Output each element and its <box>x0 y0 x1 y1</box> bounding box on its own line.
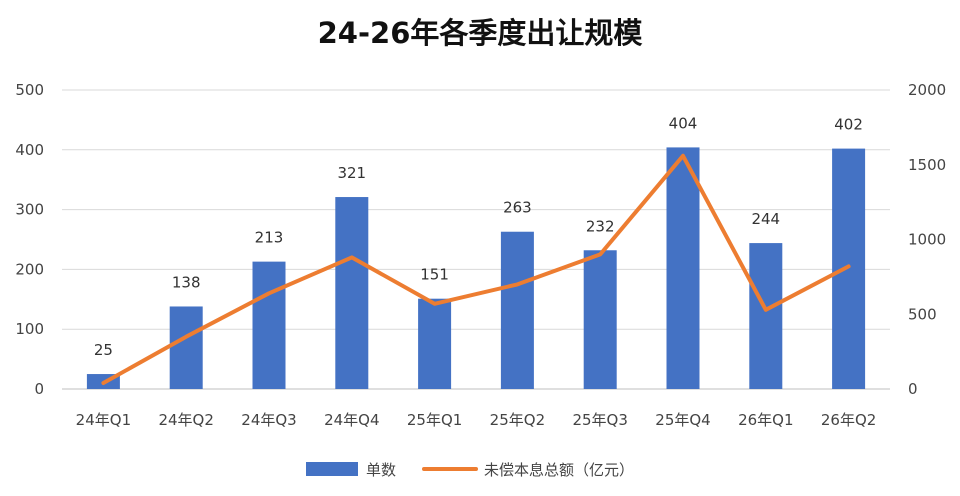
y-left-tick-label: 400 <box>15 141 44 159</box>
legend-swatch-bar <box>306 462 358 476</box>
y-left-tick-label: 200 <box>15 260 44 278</box>
bar <box>500 231 534 389</box>
bar-data-label: 25 <box>94 341 113 359</box>
bar <box>252 261 286 389</box>
y-left-tick-label: 0 <box>34 380 44 398</box>
line-series <box>101 153 851 385</box>
y-right-tick-label: 1000 <box>908 231 946 249</box>
y-right-tick-label: 1500 <box>908 156 946 174</box>
bar <box>749 243 783 389</box>
bar-data-label: 232 <box>586 217 615 235</box>
legend-label-line: 未偿本息总额（亿元） <box>484 461 634 479</box>
x-category-label: 25年Q1 <box>407 411 462 429</box>
x-category-label: 25年Q2 <box>490 411 545 429</box>
bar-data-label: 263 <box>503 199 532 217</box>
bar <box>583 250 617 389</box>
y-right-tick-label: 500 <box>908 305 937 323</box>
x-category-label: 25年Q4 <box>655 411 710 429</box>
bar-data-label: 138 <box>172 273 201 291</box>
chart-title: 24-26年各季度出让规模 <box>317 16 643 50</box>
x-category-label: 24年Q3 <box>241 411 296 429</box>
x-category-label: 24年Q1 <box>76 411 131 429</box>
bar-data-label: 151 <box>420 266 449 284</box>
bar-data-label: 244 <box>751 210 780 228</box>
x-category-label: 24年Q4 <box>324 411 379 429</box>
bar <box>335 197 369 389</box>
bar <box>418 298 452 389</box>
y-right-tick-label: 0 <box>908 380 918 398</box>
bar-data-label: 213 <box>255 229 284 247</box>
x-category-label: 24年Q2 <box>158 411 213 429</box>
bar <box>169 306 203 389</box>
legend-label-bar: 单数 <box>366 461 396 479</box>
y-left-tick-label: 100 <box>15 320 44 338</box>
bar <box>666 147 700 389</box>
x-category-label: 26年Q1 <box>738 411 793 429</box>
y-left-tick-label: 300 <box>15 201 44 219</box>
bar-data-label: 402 <box>834 116 863 134</box>
bar <box>832 148 866 389</box>
bar-data-label: 404 <box>669 114 698 132</box>
y-left-tick-label: 500 <box>15 81 44 99</box>
y-right-tick-label: 2000 <box>908 81 946 99</box>
x-category-label: 25年Q3 <box>572 411 627 429</box>
bar-data-label: 321 <box>337 164 366 182</box>
x-category-label: 26年Q2 <box>821 411 876 429</box>
